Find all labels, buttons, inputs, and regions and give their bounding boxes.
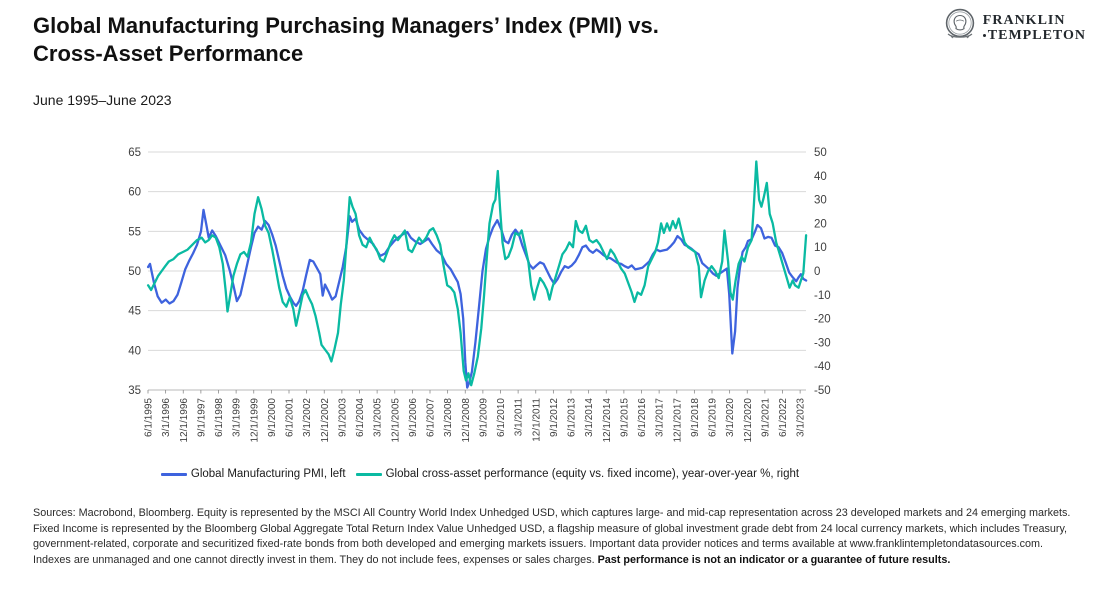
pmi-line-swatch-icon <box>160 472 187 476</box>
chart-svg: 35 40 45 50 55 60 65 -50 -40 -30 -20 -10 0 10 20 30 40 50… <box>128 147 831 443</box>
svg-text:10: 10 <box>814 242 827 254</box>
svg-text:6/1/1995: 6/1/1995 <box>144 398 155 437</box>
svg-text:3/1/1999: 3/1/1999 <box>232 398 243 437</box>
franklin-portrait-icon <box>944 8 976 47</box>
svg-text:-20: -20 <box>814 314 831 326</box>
svg-text:6/1/1998: 6/1/1998 <box>214 398 225 437</box>
page-title-line1: Global Manufacturing Purchasing Managers… <box>33 13 659 38</box>
svg-text:50: 50 <box>814 147 827 159</box>
svg-text:40: 40 <box>128 345 141 357</box>
x-axis <box>147 389 806 394</box>
svg-text:12/1/2017: 12/1/2017 <box>672 398 683 443</box>
svg-text:40: 40 <box>814 171 827 183</box>
svg-text:12/1/2020: 12/1/2020 <box>743 398 754 443</box>
svg-text:-50: -50 <box>814 385 831 397</box>
footer-sources-text: Sources: Macrobond, Bloomberg. Equity is… <box>33 507 1071 566</box>
svg-text:9/1/2009: 9/1/2009 <box>478 398 489 437</box>
legend-label-pmi: Global Manufacturing PMI, left <box>190 468 346 480</box>
gridlines <box>148 151 806 351</box>
svg-text:3/1/2005: 3/1/2005 <box>373 398 384 437</box>
svg-text:20: 20 <box>814 218 827 230</box>
legend-item-pmi: Global Manufacturing PMI, left <box>160 468 346 480</box>
page-title: Global Manufacturing Purchasing Managers… <box>33 12 659 68</box>
svg-text:9/1/2006: 9/1/2006 <box>408 398 419 437</box>
svg-text:6/1/2022: 6/1/2022 <box>778 398 789 437</box>
svg-text:12/1/2011: 12/1/2011 <box>531 398 542 442</box>
right-axis-labels: -50 -40 -30 -20 -10 0 10 20 30 40 50 <box>814 147 831 397</box>
svg-text:9/1/1997: 9/1/1997 <box>196 398 207 437</box>
svg-text:6/1/2010: 6/1/2010 <box>496 398 507 437</box>
svg-text:9/1/2003: 9/1/2003 <box>337 398 348 437</box>
svg-text:3/1/2002: 3/1/2002 <box>302 398 313 437</box>
svg-text:12/1/2014: 12/1/2014 <box>602 398 613 443</box>
page-title-line2: Cross-Asset Performance <box>33 41 304 66</box>
svg-text:9/1/2012: 9/1/2012 <box>549 398 560 437</box>
svg-text:0: 0 <box>814 266 820 278</box>
footer-sources: Sources: Macrobond, Bloomberg. Equity is… <box>33 506 1075 568</box>
left-axis-labels: 35 40 45 50 55 60 65 <box>128 147 141 397</box>
cross-asset-line <box>146 160 808 387</box>
svg-text:65: 65 <box>128 147 141 159</box>
svg-text:6/1/2007: 6/1/2007 <box>426 398 437 437</box>
page-subtitle: June 1995–June 2023 <box>33 92 172 108</box>
chart-legend: Global Manufacturing PMI, left Global cr… <box>105 468 855 480</box>
svg-text:-30: -30 <box>814 337 831 349</box>
svg-text:35: 35 <box>128 385 141 397</box>
svg-text:30: 30 <box>814 195 827 207</box>
svg-text:55: 55 <box>128 226 141 238</box>
svg-text:3/1/2023: 3/1/2023 <box>796 398 807 437</box>
legend-item-cross-asset: Global cross-asset performance (equity v… <box>355 468 800 480</box>
svg-text:3/1/2020: 3/1/2020 <box>725 398 736 437</box>
svg-text:9/1/2000: 9/1/2000 <box>267 398 278 437</box>
svg-text:9/1/2021: 9/1/2021 <box>760 398 771 437</box>
svg-text:6/1/2013: 6/1/2013 <box>567 398 578 437</box>
svg-text:6/1/2019: 6/1/2019 <box>708 398 719 437</box>
svg-text:-40: -40 <box>814 361 831 373</box>
svg-text:3/1/2014: 3/1/2014 <box>584 398 595 437</box>
svg-text:3/1/2008: 3/1/2008 <box>443 398 454 437</box>
svg-text:12/1/1996: 12/1/1996 <box>179 398 190 443</box>
svg-text:9/1/2015: 9/1/2015 <box>619 398 630 437</box>
logo-text: FRANKLIN TEMPLETON <box>983 13 1086 43</box>
svg-text:3/1/2011: 3/1/2011 <box>514 398 525 437</box>
svg-text:6/1/2001: 6/1/2001 <box>285 398 296 437</box>
cross-asset-line-swatch-icon <box>355 472 382 476</box>
logo-word-franklin: FRANKLIN <box>982 12 1066 28</box>
footer-disclaimer: Past performance is not an indicator or … <box>597 553 951 566</box>
svg-text:12/1/2008: 12/1/2008 <box>461 398 472 443</box>
svg-text:12/1/1999: 12/1/1999 <box>249 398 260 443</box>
svg-text:6/1/2004: 6/1/2004 <box>355 398 366 437</box>
franklin-templeton-logo: FRANKLIN TEMPLETON <box>944 8 1086 47</box>
svg-text:12/1/2002: 12/1/2002 <box>320 398 331 443</box>
x-axis-labels: 6/1/1995 3/1/1996 12/1/1996 9/1/1997 6/1/199… <box>144 398 807 443</box>
svg-text:60: 60 <box>128 187 141 199</box>
svg-text:6/1/2016: 6/1/2016 <box>637 398 648 437</box>
svg-text:45: 45 <box>128 306 141 318</box>
legend-label-cross-asset: Global cross-asset performance (equity v… <box>385 468 800 480</box>
svg-text:3/1/1996: 3/1/1996 <box>161 398 172 437</box>
svg-text:3/1/2017: 3/1/2017 <box>655 398 666 437</box>
svg-text:9/1/2018: 9/1/2018 <box>690 398 701 437</box>
svg-text:50: 50 <box>128 266 141 278</box>
svg-text:12/1/2005: 12/1/2005 <box>390 398 401 443</box>
pmi-vs-cross-asset-chart: 35 40 45 50 55 60 65 -50 -40 -30 -20 -10 0 10 20 30 40 50… <box>105 140 855 465</box>
logo-word-templeton: TEMPLETON <box>983 28 1086 43</box>
svg-text:-10: -10 <box>814 290 831 302</box>
